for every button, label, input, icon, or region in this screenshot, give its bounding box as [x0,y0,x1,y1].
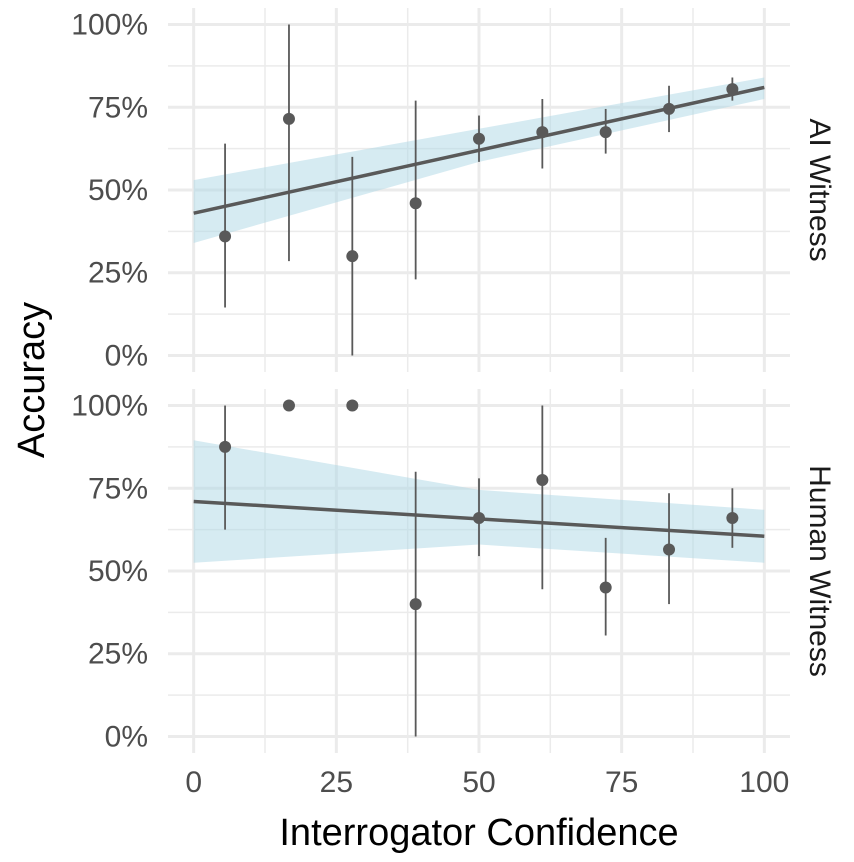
y-tick-label: 75% [88,472,148,505]
y-tick-label: 75% [88,91,148,124]
data-point [346,250,359,263]
data-point [282,399,295,412]
x-tick-label: 50 [462,766,495,799]
facet-strip-label: AI Witness [803,118,836,261]
y-tick-label: 0% [105,720,148,753]
x-tick-label: 0 [185,766,202,799]
data-point [726,83,739,96]
y-tick-label: 25% [88,257,148,290]
facet-panel-2: 0% 25% 50% 75% 100% Human Witness [71,389,836,753]
y-tick-label: 100% [71,9,148,42]
x-tick-label: 75 [605,766,638,799]
data-point [536,474,549,486]
facet-panel-1: 0% 25% 50% 75% 100% AI Witness [71,8,836,372]
x-tick-label: 25 [320,766,353,799]
data-point [219,440,232,453]
data-point [219,230,232,243]
data-point [346,399,359,412]
y-tick-label: 100% [71,390,148,423]
data-point [663,543,676,556]
data-point [282,112,295,125]
x-tick-label: 100 [739,766,789,799]
facet-strip-label: Human Witness [803,465,836,677]
y-tick-label: 50% [88,555,148,588]
data-point [663,102,676,115]
y-axis-title: Accuracy [11,302,53,458]
data-point [409,598,422,611]
data-point [473,512,485,525]
y-tick-label: 0% [105,339,148,372]
y-tick-label: 25% [88,638,148,671]
data-point [536,126,549,139]
data-point [599,581,612,594]
data-point [473,132,485,145]
data-point [726,512,739,525]
y-tick-label: 50% [88,174,148,207]
data-point [409,197,422,210]
data-point [599,126,612,139]
x-axis-title: Interrogator Confidence [279,812,678,854]
